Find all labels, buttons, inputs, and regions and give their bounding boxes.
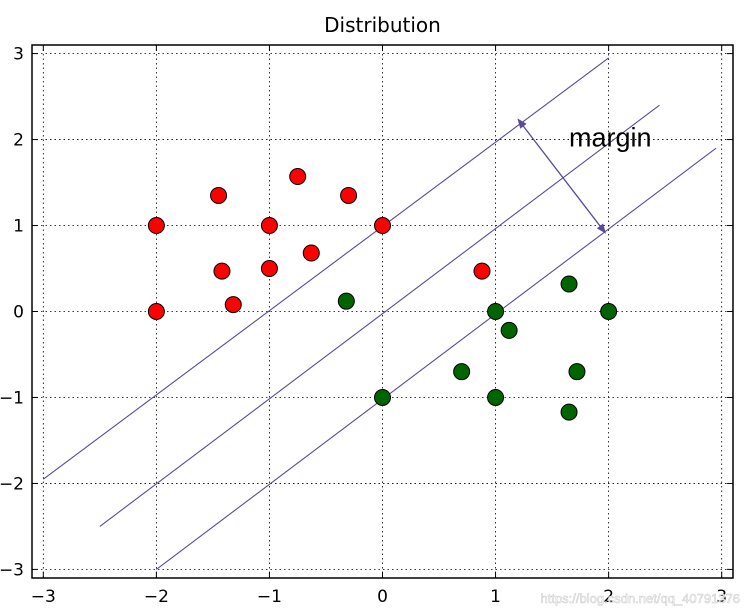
red-point bbox=[224, 296, 242, 314]
data-points bbox=[147, 168, 618, 421]
green-point bbox=[337, 292, 355, 310]
tick-labels: −3 −2 −1 0 1 2 3 −3 −2 −1 0 1 2 3 bbox=[0, 45, 727, 607]
green-point bbox=[560, 275, 578, 293]
x-tick-label: −3 bbox=[31, 587, 56, 607]
y-tick-label: 1 bbox=[13, 217, 24, 237]
green-point bbox=[500, 321, 518, 339]
x-tick-label: −2 bbox=[144, 587, 169, 607]
red-point bbox=[260, 217, 278, 235]
red-point bbox=[213, 262, 231, 280]
red-point bbox=[147, 217, 165, 235]
y-tick-label: 2 bbox=[13, 131, 24, 151]
y-tick-label: −3 bbox=[0, 560, 24, 580]
red-point bbox=[340, 186, 358, 204]
red-point bbox=[302, 244, 320, 262]
red-point bbox=[374, 217, 391, 235]
margin-label: margin bbox=[569, 122, 652, 152]
red-point bbox=[289, 168, 307, 186]
margin-arrow bbox=[517, 118, 607, 234]
decision-boundary-line bbox=[99, 104, 660, 527]
y-tick-label: 3 bbox=[13, 45, 24, 65]
axis-ticks bbox=[32, 45, 733, 578]
margin-annotation: margin bbox=[517, 118, 652, 234]
x-tick-label: 0 bbox=[377, 587, 388, 607]
green-point bbox=[487, 388, 505, 406]
red-point bbox=[147, 303, 165, 320]
red-point bbox=[210, 186, 228, 204]
green-point bbox=[374, 388, 391, 406]
y-tick-label: −2 bbox=[0, 474, 24, 494]
watermark: https://blog.csdn.net/qq_40791376 bbox=[541, 591, 741, 606]
green-point bbox=[487, 303, 505, 320]
plot-frame bbox=[31, 44, 734, 579]
green-point bbox=[600, 303, 618, 320]
x-tick-label: 1 bbox=[490, 587, 501, 607]
x-tick-label: 2 bbox=[603, 587, 614, 607]
chart-title: Distribution bbox=[324, 13, 441, 37]
red-point bbox=[260, 260, 278, 278]
upper-margin-line bbox=[42, 57, 609, 480]
lower-margin-line bbox=[156, 147, 717, 570]
y-tick-label: −1 bbox=[0, 388, 24, 408]
red-point bbox=[473, 262, 491, 280]
green-point bbox=[560, 403, 578, 421]
x-tick-label: 3 bbox=[716, 587, 727, 607]
green-point bbox=[453, 363, 471, 381]
y-tick-label: 0 bbox=[13, 303, 24, 323]
green-point bbox=[568, 363, 586, 381]
x-tick-label: −1 bbox=[257, 587, 282, 607]
